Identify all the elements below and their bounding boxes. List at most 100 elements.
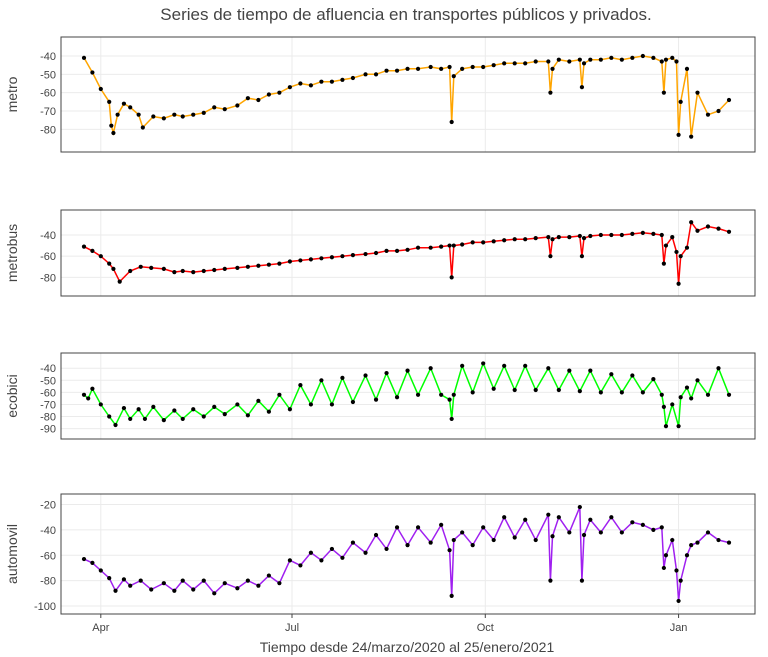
- data-point: [151, 114, 156, 119]
- data-point: [684, 553, 690, 558]
- data-point: [191, 112, 196, 117]
- y-tick-label: -40: [40, 230, 56, 242]
- data-point: [695, 378, 700, 383]
- data-point: [640, 230, 645, 235]
- data-point: [136, 407, 141, 412]
- data-point: [180, 416, 185, 422]
- data-point: [659, 525, 664, 530]
- data-point: [128, 268, 133, 274]
- data-point: [533, 387, 538, 393]
- panel-frame: [60, 493, 756, 615]
- data-point: [556, 57, 561, 62]
- data-point: [90, 386, 95, 391]
- data-point: [449, 593, 454, 598]
- data-point: [502, 61, 507, 66]
- data-point: [222, 581, 227, 586]
- data-point: [684, 385, 690, 390]
- data-point: [319, 79, 324, 84]
- y-tick-label: -100: [34, 601, 56, 613]
- data-point: [556, 234, 561, 240]
- data-point: [460, 66, 465, 71]
- data-point: [405, 247, 410, 252]
- panel-automovil: -20 -40 -60 -80 -100 automovil: [4, 493, 756, 615]
- x-tick-label: Oct: [477, 622, 494, 634]
- data-point: [651, 527, 656, 533]
- data-point: [415, 525, 421, 530]
- data-point: [619, 232, 624, 238]
- data-point: [350, 540, 356, 545]
- data-point: [556, 515, 561, 520]
- data-point: [98, 86, 103, 92]
- data-point: [405, 66, 410, 71]
- data-point: [640, 522, 645, 527]
- data-point: [451, 243, 456, 248]
- y-tick-label: -50: [40, 375, 56, 387]
- data-point: [678, 578, 683, 583]
- data-point: [405, 368, 410, 373]
- data-point: [81, 244, 87, 249]
- data-point: [298, 563, 303, 568]
- chart-title: Series de tiempo de afluencia en transpo…: [160, 5, 651, 24]
- data-point: [111, 266, 116, 272]
- data-point: [415, 392, 421, 397]
- data-point: [523, 61, 528, 66]
- data-point: [581, 236, 587, 241]
- data-point: [142, 416, 148, 422]
- data-point: [394, 248, 400, 253]
- data-point: [661, 565, 666, 571]
- data-point: [726, 97, 732, 103]
- data-point: [287, 407, 292, 412]
- data-point: [512, 61, 517, 66]
- data-point: [609, 55, 614, 60]
- data-point: [212, 404, 217, 409]
- data-point: [384, 68, 389, 73]
- x-tick-label: Apr: [92, 622, 109, 634]
- data-point: [651, 55, 656, 60]
- data-point: [113, 422, 118, 428]
- data-point: [287, 259, 292, 264]
- data-point: [460, 242, 465, 247]
- data-point: [546, 512, 551, 517]
- x-tick-label: Jan: [670, 622, 688, 634]
- data-point: [674, 249, 679, 255]
- data-point: [201, 414, 206, 419]
- data-point: [588, 57, 593, 62]
- data-point: [384, 546, 389, 552]
- data-point: [577, 57, 582, 62]
- data-point: [121, 577, 127, 582]
- data-point: [678, 254, 683, 259]
- data-point: [546, 234, 551, 240]
- data-point: [661, 404, 666, 409]
- x-tick-label: Jul: [285, 622, 299, 634]
- data-point: [191, 587, 196, 592]
- data-point: [439, 392, 444, 397]
- data-point: [619, 530, 624, 535]
- data-point: [81, 556, 87, 562]
- data-point: [659, 232, 664, 238]
- data-point: [222, 412, 227, 417]
- data-point: [363, 373, 368, 378]
- data-point: [245, 578, 250, 583]
- data-point: [726, 540, 732, 545]
- data-point: [428, 366, 433, 371]
- data-point: [277, 392, 282, 397]
- data-point: [481, 525, 486, 530]
- data-point: [350, 253, 356, 258]
- data-point: [373, 250, 379, 256]
- data-point: [550, 66, 555, 71]
- y-tick-label: -80: [40, 412, 56, 424]
- data-point: [121, 101, 127, 106]
- data-point: [172, 588, 177, 593]
- data-point: [684, 66, 690, 71]
- data-point: [640, 53, 645, 59]
- data-point: [502, 238, 507, 243]
- data-point: [695, 228, 700, 233]
- data-point: [670, 234, 675, 240]
- data-point: [548, 578, 553, 583]
- data-point: [451, 537, 456, 543]
- data-point: [373, 72, 379, 77]
- data-point: [350, 399, 356, 405]
- data-point: [670, 402, 675, 407]
- data-point: [439, 66, 444, 71]
- data-point: [81, 55, 87, 60]
